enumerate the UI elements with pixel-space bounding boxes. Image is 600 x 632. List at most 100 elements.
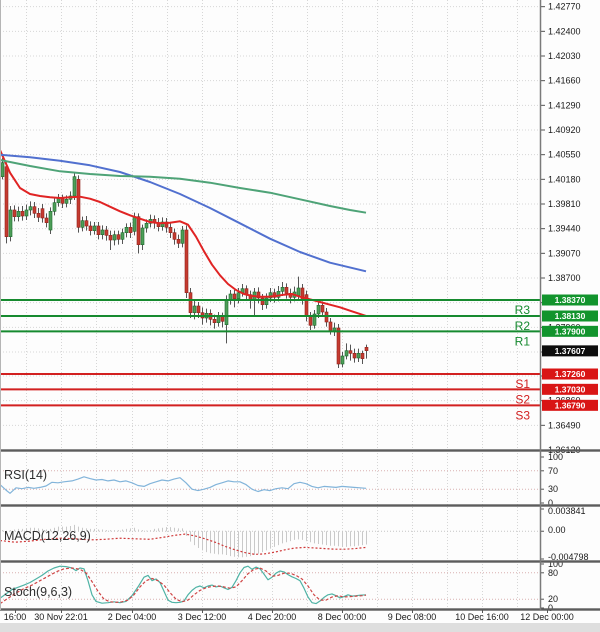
bear-candle <box>212 319 217 323</box>
time-tick-label: 8 Dec 00:00 <box>318 612 367 622</box>
bull-candle <box>112 234 117 241</box>
bull-candle <box>64 199 69 204</box>
bottom-strip <box>0 623 600 632</box>
bull-candle <box>56 198 61 203</box>
bear-candle <box>320 305 325 313</box>
bear-candle <box>96 225 101 235</box>
bull-candle <box>144 223 149 229</box>
time-tick-label: 9 Dec 08:00 <box>388 612 437 622</box>
bear-candle <box>328 321 333 331</box>
macd-scale-label: 0.003841 <box>548 506 586 516</box>
time-tick-label: 3 Dec 12:00 <box>178 612 227 622</box>
bear-candle <box>284 287 289 294</box>
price-tick-label: 1.36490 <box>548 420 581 430</box>
macd-scale-label: 0.00 <box>548 525 566 535</box>
bull-candle <box>80 220 85 228</box>
bear-candle <box>20 211 25 217</box>
current-price-badge-bg <box>542 345 598 357</box>
bull-candle <box>92 225 97 231</box>
bull-candle <box>8 209 13 237</box>
price-tick-label: 1.41660 <box>548 76 581 86</box>
bull-candle <box>120 232 125 240</box>
stoch-scale-label: 20 <box>548 594 558 604</box>
support-price-badge: 1.36790 <box>555 401 586 411</box>
resistance-price-badge: 1.38370 <box>555 295 586 305</box>
support-price-badge: 1.37260 <box>555 369 586 379</box>
resistance-price-badge: 1.37900 <box>555 327 586 337</box>
price-tick-label: 1.40180 <box>548 174 581 184</box>
stoch-scale-label: 80 <box>548 568 558 578</box>
bull-candle <box>192 305 197 313</box>
support-price-badge-bg <box>542 383 598 395</box>
bear-candle <box>360 353 365 359</box>
bear-candle <box>40 208 45 219</box>
bull-candle <box>140 227 145 245</box>
rsi-scale-label: 30 <box>548 484 558 494</box>
bull-candle <box>72 176 77 197</box>
price-tick-label: 1.42030 <box>548 51 581 61</box>
support-label: S2 <box>515 392 530 406</box>
bear-candle <box>336 327 341 365</box>
bull-candle <box>16 211 21 217</box>
bear-candle <box>136 216 141 245</box>
bear-candle <box>352 353 357 359</box>
support-price-badge-bg <box>542 399 598 411</box>
bear-candle <box>176 239 181 244</box>
bull-candle <box>236 292 241 299</box>
bear-candle <box>348 350 353 354</box>
price-tick-label: 1.40920 <box>548 125 581 135</box>
bear-candle <box>108 235 113 241</box>
bear-candle <box>184 229 189 293</box>
time-tick-label: 4 Dec 20:00 <box>248 612 297 622</box>
ma-mid-line <box>0 153 367 273</box>
bear-candle <box>168 227 173 233</box>
support-label: S1 <box>515 377 530 391</box>
bear-candle <box>88 225 93 231</box>
bear-candle <box>220 316 225 322</box>
bear-candle <box>32 206 37 214</box>
resistance-price-badge-bg <box>542 325 598 337</box>
bear-candle <box>256 291 261 299</box>
bull-candle <box>296 287 301 296</box>
time-tick-label: 10 Dec 16:00 <box>455 612 509 622</box>
panel-separator <box>0 608 600 611</box>
bull-candle <box>264 297 269 305</box>
bear-candle <box>76 179 81 228</box>
stoch-panel-label: Stoch(9,6,3) <box>4 585 73 599</box>
bear-candle <box>116 234 121 240</box>
bull-candle <box>276 291 281 298</box>
bull-candle <box>332 327 337 331</box>
panel-separator <box>0 449 600 452</box>
bull-candle <box>216 316 221 323</box>
panel-separator <box>0 560 600 563</box>
bull-candle <box>312 313 317 326</box>
bull-candle <box>268 292 273 299</box>
macd-panel-label: MACD(12,26,9) <box>4 529 91 543</box>
rsi-scale-label: 100 <box>548 452 563 462</box>
support-price-badge: 1.37030 <box>555 385 586 395</box>
time-tick-label: 2 Dec 04:00 <box>108 612 157 622</box>
bull-candle <box>100 229 105 235</box>
macd-scale-label: -0.004798 <box>548 552 589 562</box>
current-price-badge: 1.37607 <box>555 346 586 356</box>
bull-candle <box>132 216 137 232</box>
bear-candle <box>104 229 109 236</box>
bull-candle <box>124 227 129 233</box>
bear-candle <box>232 293 237 299</box>
bear-candle <box>196 305 201 313</box>
bear-candle <box>172 232 177 240</box>
ma-slow-line <box>0 159 367 214</box>
bear-candle <box>128 227 133 233</box>
resistance-label: R1 <box>515 334 531 348</box>
bull-candle <box>28 206 33 211</box>
resistance-price-badge: 1.38130 <box>555 311 586 321</box>
price-tick-label: 1.42770 <box>548 2 581 12</box>
bear-candle <box>4 166 9 237</box>
bull-candle <box>356 353 361 359</box>
price-tick-label: 1.42400 <box>548 26 581 36</box>
price-tick-label: 1.39070 <box>548 248 581 258</box>
price-tick-label: 1.39810 <box>548 199 581 209</box>
